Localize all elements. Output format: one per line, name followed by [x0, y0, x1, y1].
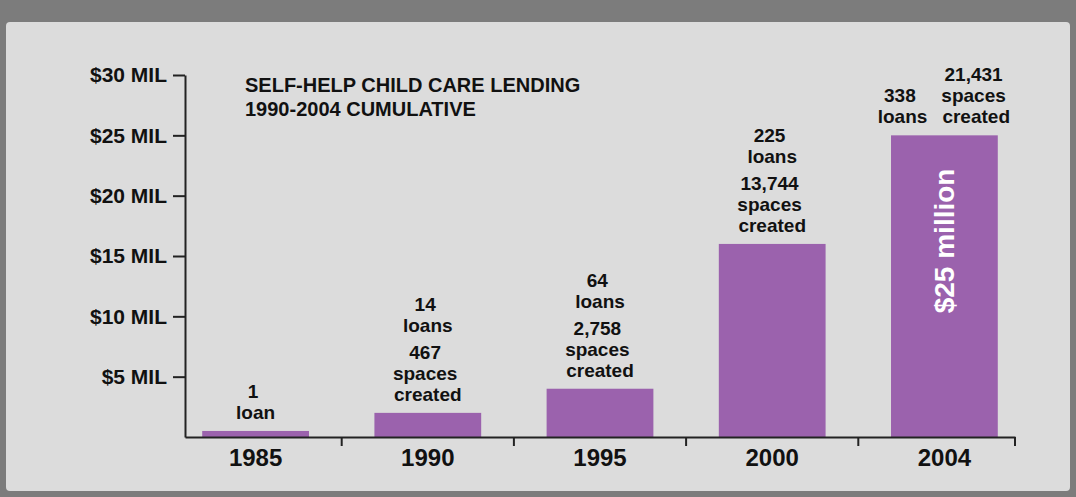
annotation-line: 467 [409, 342, 446, 363]
background [0, 0, 1076, 497]
y-tick-label: $20 MIL [90, 184, 167, 207]
annotation-line: 14 [415, 294, 441, 315]
chart: $5 MIL $10 MIL $15 MIL $20 MIL $25 MIL $30 MI… [0, 0, 1076, 497]
y-axis: $5 MIL $10 MIL $15 MIL $20 MIL $25 MIL $30 MI… [90, 63, 186, 437]
separator [513, 437, 515, 446]
x-tick-label: 2000 [746, 444, 799, 471]
x-tick-label: 1985 [229, 444, 282, 471]
x-tick: 1990 [401, 437, 454, 471]
annotation-loans: 64 loans [575, 270, 625, 312]
title: SELF-HELP CHILD CARE LENDING [245, 74, 580, 96]
annotation-loans: 338 loans [878, 85, 928, 127]
bar [891, 135, 998, 437]
y-tick: $10 MIL [90, 305, 185, 328]
annotation-line: 1 [248, 381, 264, 402]
annotation-line: 13,744 [740, 173, 803, 194]
y-tick-label: $30 MIL [90, 63, 167, 86]
annotation-line: created [942, 106, 1010, 127]
bar [374, 413, 481, 437]
y-tick-mark [173, 316, 185, 318]
annotation-spaces: 467 spaces created [393, 342, 463, 405]
annotation-line: loans [747, 146, 797, 167]
x-axis: 1985 1990 1995 2000 2004 [186, 437, 1016, 471]
y-tick: $25 MIL [90, 124, 185, 147]
bar [547, 389, 654, 437]
annotation-line: created [394, 384, 462, 405]
annotation-spaces: 21,431 spaces created [941, 64, 1011, 127]
annotation-line: spaces [941, 85, 1011, 106]
value-labels: $25 million [929, 169, 960, 314]
bar [202, 431, 309, 437]
annotations: 1 loan14 loans467 spaces created64 loans… [236, 64, 1011, 423]
x-tick: 2004 [918, 437, 972, 471]
annotation-spaces: 13,744 spaces created [737, 173, 807, 236]
title-group: SELF-HELP CHILD CARE LENDING1990-2004 CU… [245, 74, 580, 120]
x-tick-label: 2004 [918, 444, 972, 471]
annotation-line: loans [878, 106, 928, 127]
value-label: $25 million [929, 169, 960, 314]
subtitle: 1990-2004 CUMULATIVE [245, 98, 476, 120]
x-tick: 2000 [746, 437, 799, 471]
annotation-line: 2,758 [574, 318, 627, 339]
bars [202, 135, 998, 437]
y-tick: $5 MIL [102, 365, 185, 388]
separator [341, 437, 343, 446]
x-tick-label: 1995 [573, 444, 626, 471]
annotation-loans: 14 loans [403, 294, 453, 336]
y-tick: $15 MIL [90, 244, 185, 267]
panel [6, 22, 1070, 491]
annotation-line: spaces [565, 339, 635, 360]
y-tick-mark [173, 135, 185, 137]
separators [342, 437, 1015, 446]
annotation-line: spaces [737, 194, 807, 215]
annotation-line: 225 [754, 125, 791, 146]
y-tick-mark [173, 256, 185, 258]
x-tick: 1985 [229, 437, 282, 471]
x-tick: 1995 [573, 437, 626, 471]
annotation-line: 338 [884, 85, 921, 106]
y-tick-label: $15 MIL [90, 244, 167, 267]
y-tick-mark [173, 376, 185, 378]
annotation-line: loan [236, 402, 275, 423]
separator [685, 437, 687, 446]
y-tick-label: $10 MIL [90, 305, 167, 328]
y-tick: $30 MIL [90, 63, 185, 86]
annotation-line: 64 [587, 270, 613, 291]
annotation-loans: 225 loans [747, 125, 797, 167]
y-tick-label: $25 MIL [90, 124, 167, 147]
annotation-loans: 1 loan [236, 381, 275, 423]
annotation-spaces: 2,758 spaces created [565, 318, 635, 381]
y-tick-label: $5 MIL [102, 365, 168, 388]
annotation-line: spaces [393, 363, 463, 384]
y-tick: $20 MIL [90, 184, 185, 207]
annotation-line: loans [575, 291, 625, 312]
annotation-line: created [738, 215, 806, 236]
annotation-line: loans [403, 315, 453, 336]
y-tick-mark [173, 75, 185, 77]
annotation-line: created [566, 360, 634, 381]
x-axis-line [186, 437, 1016, 439]
separator [1014, 437, 1016, 446]
x-tick-label: 1990 [401, 444, 454, 471]
annotation-line: 21,431 [945, 64, 1008, 85]
y-tick-mark [173, 195, 185, 197]
bar [719, 244, 826, 437]
separator [857, 437, 859, 446]
